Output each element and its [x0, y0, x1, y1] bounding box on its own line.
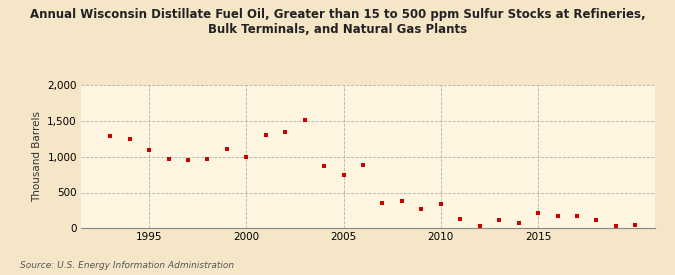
Text: Annual Wisconsin Distillate Fuel Oil, Greater than 15 to 500 ppm Sulfur Stocks a: Annual Wisconsin Distillate Fuel Oil, Gr… [30, 8, 645, 36]
Y-axis label: Thousand Barrels: Thousand Barrels [32, 111, 42, 202]
Text: Source: U.S. Energy Information Administration: Source: U.S. Energy Information Administ… [20, 260, 234, 270]
